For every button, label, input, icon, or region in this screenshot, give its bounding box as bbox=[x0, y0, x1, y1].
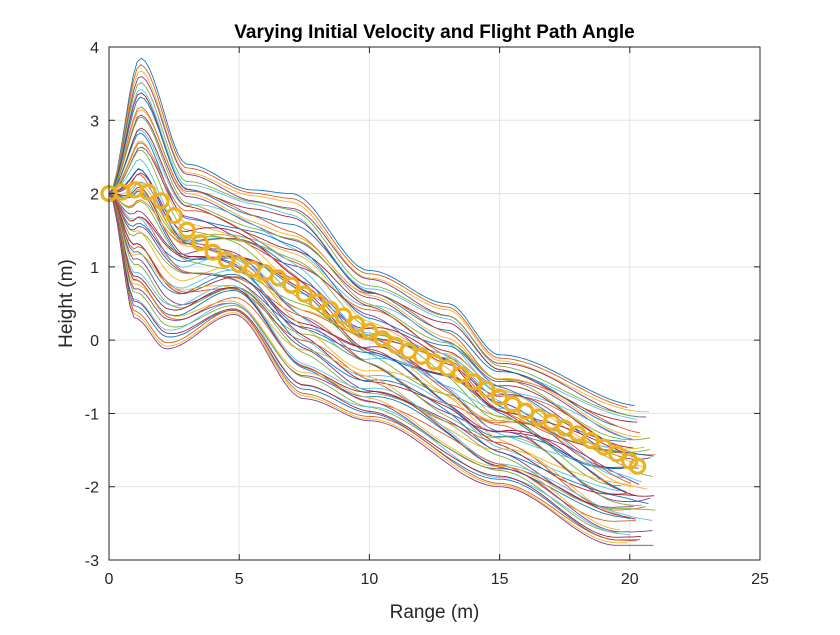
nominal-marker bbox=[152, 192, 170, 210]
nominal-marker bbox=[178, 221, 196, 239]
trajectory-line bbox=[108, 116, 650, 441]
trajectory-line bbox=[108, 193, 620, 530]
trajectory-line bbox=[108, 193, 655, 497]
x-axis-label: Range (m) bbox=[390, 602, 480, 623]
nominal-marker bbox=[628, 457, 647, 475]
trajectory-line bbox=[108, 193, 656, 511]
trajectory-line bbox=[108, 193, 628, 544]
trajectory-line bbox=[108, 181, 624, 479]
nominal-marker bbox=[204, 243, 222, 261]
nominal-marker bbox=[478, 380, 496, 398]
trajectory-line bbox=[108, 193, 631, 536]
y-tick-label: 3 bbox=[90, 113, 99, 130]
nominal-marker bbox=[451, 366, 470, 384]
trajectory-line bbox=[108, 140, 645, 450]
nominal-marker bbox=[269, 269, 287, 287]
nominal-marker bbox=[308, 293, 326, 311]
trajectory-line bbox=[108, 193, 640, 485]
y-tick-label: -3 bbox=[85, 553, 99, 570]
x-tick-label: 5 bbox=[235, 571, 244, 588]
trajectory-line bbox=[108, 70, 649, 413]
trajectory-line bbox=[108, 193, 654, 546]
trajectory-line bbox=[108, 64, 628, 408]
y-tick-label: 0 bbox=[90, 333, 99, 350]
trajectory-line bbox=[108, 193, 634, 508]
x-tick-label: 25 bbox=[751, 571, 769, 588]
trajectory-line bbox=[108, 57, 635, 407]
nominal-marker bbox=[373, 330, 391, 348]
trajectory-line bbox=[108, 132, 627, 442]
y-tick-label: -1 bbox=[85, 406, 99, 423]
nominal-marker bbox=[295, 285, 313, 303]
y-tick-label: 1 bbox=[90, 260, 99, 277]
nominal-marker bbox=[465, 373, 483, 391]
trajectory-line bbox=[108, 129, 631, 440]
nominal-marker bbox=[491, 388, 509, 406]
trajectory-line bbox=[108, 76, 647, 418]
trajectory-line bbox=[108, 193, 651, 503]
trajectory-line bbox=[108, 193, 648, 490]
trajectory-line bbox=[108, 146, 651, 460]
nominal-marker bbox=[165, 207, 183, 225]
axis-ticks: 0 5 10 15 20 25 -3 -2 -1 0 1 2 3 4 bbox=[85, 40, 769, 588]
nominal-marker bbox=[139, 183, 157, 201]
trajectory-line bbox=[108, 193, 637, 497]
x-tick-label: 20 bbox=[621, 571, 639, 588]
nominal-marker bbox=[334, 307, 352, 325]
trajectory-line bbox=[108, 193, 621, 515]
trajectory-line bbox=[108, 96, 618, 427]
trajectory-line bbox=[108, 193, 636, 522]
trajectory-line bbox=[108, 193, 653, 533]
y-tick-label: 2 bbox=[90, 187, 99, 204]
nominal-marker bbox=[595, 438, 613, 456]
trajectory-line bbox=[108, 114, 633, 440]
x-tick-label: 10 bbox=[361, 571, 379, 588]
axes-box bbox=[108, 46, 761, 561]
trajectory-line bbox=[108, 193, 642, 483]
trajectory-line bbox=[108, 193, 637, 542]
nominal-marker bbox=[503, 396, 522, 414]
trajectory-line bbox=[108, 193, 641, 538]
plot-area: 0 5 10 15 20 25 -3 -2 -1 0 1 2 3 4 bbox=[85, 40, 769, 588]
y-tick-label: 4 bbox=[90, 40, 99, 57]
nominal-trajectory-markers bbox=[100, 181, 647, 475]
nominal-marker bbox=[321, 300, 339, 318]
trajectory-line bbox=[108, 109, 641, 438]
trajectory-line bbox=[108, 193, 627, 493]
trajectory-line bbox=[108, 193, 622, 486]
x-tick-label: 15 bbox=[491, 571, 509, 588]
y-axis-label: Height (m) bbox=[56, 259, 77, 348]
trajectory-line bbox=[108, 142, 656, 456]
trajectory-line bbox=[108, 193, 641, 541]
nominal-marker bbox=[438, 359, 457, 377]
trajectory-line bbox=[108, 193, 642, 507]
nominal-marker bbox=[608, 445, 626, 463]
trajectory-line bbox=[108, 193, 646, 511]
trajectory-line bbox=[108, 127, 634, 449]
nominal-marker bbox=[569, 425, 587, 443]
nominal-marker bbox=[282, 276, 300, 294]
x-tick-label: 0 bbox=[105, 571, 114, 588]
nominal-marker bbox=[360, 322, 378, 340]
nominal-marker bbox=[347, 315, 365, 333]
trajectory-line bbox=[108, 193, 631, 519]
trajectory-line bbox=[108, 106, 640, 434]
trajectory-line bbox=[108, 88, 638, 420]
nominal-marker bbox=[582, 431, 600, 450]
axes-background bbox=[109, 47, 760, 560]
chart-title: Varying Initial Velocity and Flight Path… bbox=[234, 22, 634, 43]
trajectory-line bbox=[108, 193, 636, 520]
y-tick-label: -2 bbox=[85, 480, 99, 497]
trajectory-line bbox=[108, 82, 637, 417]
trajectory-line bbox=[108, 193, 653, 521]
grid-lines bbox=[109, 47, 760, 560]
nominal-marker bbox=[191, 234, 209, 252]
